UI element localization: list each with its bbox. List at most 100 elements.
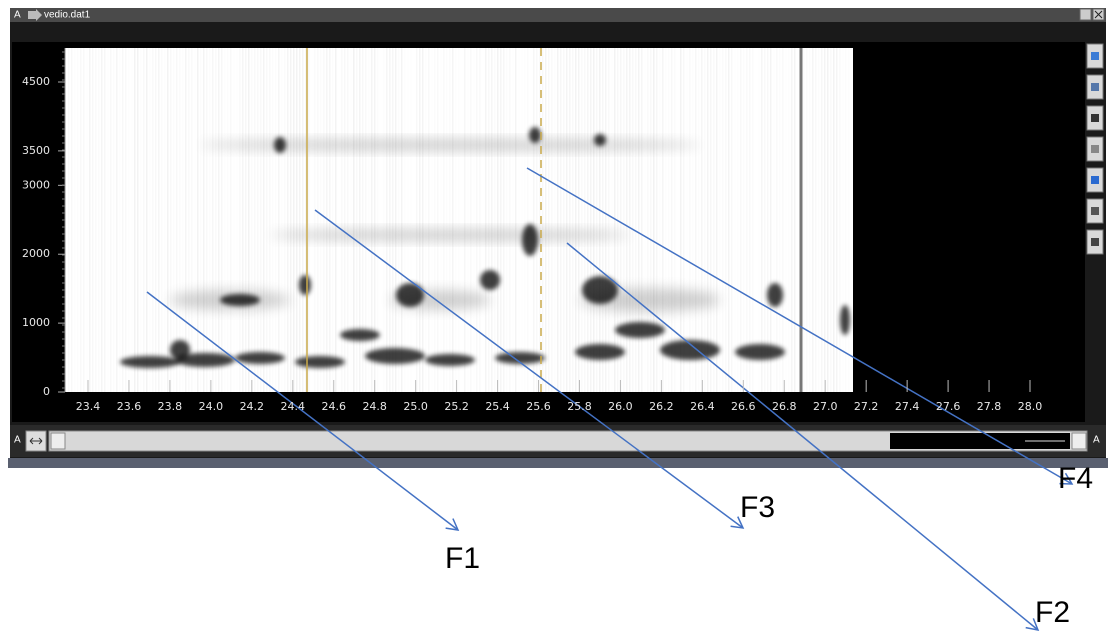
- texture-streak: [773, 48, 775, 392]
- scroll-right-button[interactable]: [1072, 433, 1086, 449]
- texture-streak: [422, 48, 424, 392]
- texture-streak: [173, 48, 175, 392]
- texture-streak: [377, 48, 379, 392]
- texture-streak: [71, 48, 73, 392]
- texture-streak: [218, 48, 220, 392]
- texture-streak: [167, 48, 169, 392]
- texture-streak: [344, 48, 346, 392]
- texture-streak: [263, 48, 265, 392]
- texture-streak: [755, 48, 757, 392]
- texture-streak: [143, 48, 145, 392]
- x-tick-label: 24.4: [281, 400, 306, 413]
- tool-icon: [1091, 52, 1099, 60]
- texture-streak: [260, 48, 262, 392]
- tool-icon: [1091, 238, 1099, 246]
- formant-band: [270, 229, 630, 241]
- texture-streak: [644, 48, 646, 392]
- x-tick-label: 24.8: [362, 400, 387, 413]
- texture-streak: [674, 48, 676, 392]
- texture-streak: [299, 48, 301, 392]
- texture-streak: [599, 48, 601, 392]
- texture-streak: [728, 48, 730, 392]
- texture-streak: [89, 48, 91, 392]
- x-tick-label: 23.6: [117, 400, 142, 413]
- texture-streak: [74, 48, 76, 392]
- texture-streak: [92, 48, 94, 392]
- texture-streak: [116, 48, 118, 392]
- texture-streak: [479, 48, 481, 392]
- texture-streak: [185, 48, 187, 392]
- texture-streak: [848, 48, 850, 392]
- texture-streak: [662, 48, 664, 392]
- texture-streak: [248, 48, 250, 392]
- texture-streak: [125, 48, 127, 392]
- texture-streak: [404, 48, 406, 392]
- texture-streak: [641, 48, 643, 392]
- texture-streak: [506, 48, 508, 392]
- scroll-left-button[interactable]: [51, 433, 65, 449]
- texture-streak: [581, 48, 583, 392]
- x-tick-label: 26.2: [649, 400, 674, 413]
- texture-streak: [794, 48, 796, 392]
- texture-streak: [128, 48, 130, 392]
- texture-streak: [557, 48, 559, 392]
- texture-streak: [497, 48, 499, 392]
- texture-streak: [542, 48, 544, 392]
- x-tick-label: 25.2: [444, 400, 469, 413]
- texture-streak: [80, 48, 82, 392]
- texture-streak: [527, 48, 529, 392]
- texture-streak: [158, 48, 160, 392]
- texture-streak: [287, 48, 289, 392]
- texture-streak: [257, 48, 259, 392]
- texture-streak: [110, 48, 112, 392]
- texture-streak: [323, 48, 325, 392]
- texture-streak: [731, 48, 733, 392]
- texture-streak: [605, 48, 607, 392]
- x-tick-label: 26.0: [608, 400, 633, 413]
- formant-blob: [660, 340, 720, 360]
- texture-streak: [635, 48, 637, 392]
- texture-streak: [242, 48, 244, 392]
- texture-streak: [335, 48, 337, 392]
- formant-blob: [575, 344, 625, 360]
- texture-streak: [98, 48, 100, 392]
- texture-streak: [578, 48, 580, 392]
- x-tick-label: 26.6: [731, 400, 756, 413]
- annotation-label: F2: [1035, 596, 1070, 629]
- texture-streak: [785, 48, 787, 392]
- texture-streak: [704, 48, 706, 392]
- texture-streak: [452, 48, 454, 392]
- y-tick-label: 2000: [22, 247, 50, 260]
- texture-streak: [590, 48, 592, 392]
- texture-streak: [140, 48, 142, 392]
- formant-blob: [735, 344, 785, 360]
- tool-icon: [1091, 145, 1099, 153]
- minimize-button[interactable]: [1080, 9, 1091, 20]
- texture-streak: [164, 48, 166, 392]
- texture-streak: [509, 48, 511, 392]
- texture-streak: [413, 48, 415, 392]
- texture-streak: [533, 48, 535, 392]
- texture-streak: [797, 48, 799, 392]
- texture-streak: [194, 48, 196, 392]
- texture-streak: [443, 48, 445, 392]
- texture-streak: [701, 48, 703, 392]
- texture-streak: [239, 48, 241, 392]
- texture-streak: [485, 48, 487, 392]
- texture-streak: [446, 48, 448, 392]
- texture-streak: [656, 48, 658, 392]
- texture-streak: [410, 48, 412, 392]
- texture-streak: [536, 48, 538, 392]
- x-tick-label: 25.0: [403, 400, 428, 413]
- formant-blob: [235, 352, 285, 364]
- window-title: vedio.dat1: [44, 10, 91, 21]
- texture-streak: [608, 48, 610, 392]
- texture-streak: [317, 48, 319, 392]
- tool-icon: [1091, 114, 1099, 122]
- texture-streak: [545, 48, 547, 392]
- texture-streak: [374, 48, 376, 392]
- texture-streak: [650, 48, 652, 392]
- x-tick-label: 28.0: [1018, 400, 1043, 413]
- formant-blob: [299, 275, 311, 295]
- texture-streak: [626, 48, 628, 392]
